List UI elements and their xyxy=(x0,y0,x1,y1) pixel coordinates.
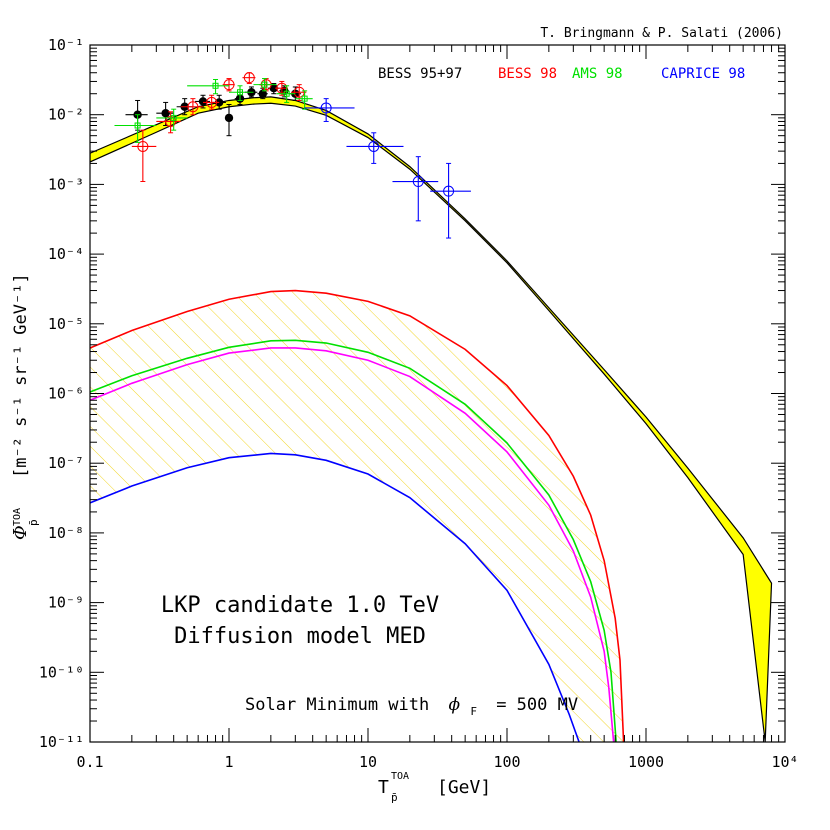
solar-prefix: Solar Minimum with xyxy=(245,695,429,715)
legend-caprice-98: CAPRICE 98 xyxy=(661,66,745,82)
annotation-lkp: LKP candidate 1.0 TeV xyxy=(161,593,439,618)
y-tick-label: 10⁻⁶ xyxy=(48,385,84,403)
svg-text:[GeV]: [GeV] xyxy=(437,777,491,798)
data-point-blue xyxy=(392,156,439,222)
svg-text:TOA: TOA xyxy=(391,771,409,782)
svg-text:[m⁻² s⁻¹ sr⁻¹ GeV⁻¹]: [m⁻² s⁻¹ sr⁻¹ GeV⁻¹] xyxy=(11,273,31,478)
x-tick-label: 1000 xyxy=(628,753,664,771)
x-axis-label: T TOA p̄ [GeV] xyxy=(378,771,491,804)
y-tick-label: 10⁻¹⁰ xyxy=(39,663,84,681)
data-point-green xyxy=(276,85,296,103)
y-tick-label: 10⁻⁴ xyxy=(48,245,84,263)
svg-text:Solar Minimum with ϕ: Solar Minimum with ϕ F = 500 MV xyxy=(245,695,578,720)
signal-curves xyxy=(90,289,625,742)
solar-phi: ϕ xyxy=(448,695,460,715)
svg-text:T: T xyxy=(378,777,389,798)
svg-text:p̄: p̄ xyxy=(391,791,398,804)
legend-bess-95-97: BESS 95+97 xyxy=(378,66,462,82)
data-point-red xyxy=(131,129,157,183)
solar-sub: F xyxy=(470,705,477,718)
annotation-solar: Solar Minimum with ϕ F = 500 MV xyxy=(245,695,578,720)
x-tick-label: 0.1 xyxy=(76,753,103,771)
series-line-1 xyxy=(90,339,617,742)
y-tick-label: 10⁻¹¹ xyxy=(39,733,84,751)
x-tick-label: 10 xyxy=(359,753,377,771)
y-tick-label: 10⁻⁸ xyxy=(48,524,84,542)
legend-ams-98: AMS 98 xyxy=(572,66,623,82)
data-point-green xyxy=(295,90,313,110)
y-tick-label: 10⁻³ xyxy=(48,175,84,193)
axis-tick-labels: 0.1 1 10 100 1000 10⁴ 10⁻¹ 10⁻² 10⁻³ 10⁻⁴ 10⁻⁵ 10⁻⁶… xyxy=(39,36,799,771)
y-tick-label: 10⁻¹ xyxy=(48,36,84,54)
data-point-blue xyxy=(430,162,471,239)
data-point-green xyxy=(187,78,229,95)
data-point-red xyxy=(291,84,307,101)
data-point-green xyxy=(253,78,277,92)
data-point-black xyxy=(195,94,211,109)
signal-hatched-band xyxy=(90,290,624,742)
legend: BESS 95+97 BESS 98 AMS 98 CAPRICE 98 xyxy=(378,66,745,82)
y-tick-label: 10⁻⁹ xyxy=(48,594,84,612)
svg-text:TOA: TOA xyxy=(12,508,23,526)
y-tick-label: 10⁻² xyxy=(48,106,84,124)
x-tick-label: 100 xyxy=(493,753,520,771)
data-point-blue xyxy=(304,98,355,122)
series-line-2 xyxy=(90,347,615,742)
series-line-0 xyxy=(90,289,625,742)
data-point-black xyxy=(257,87,268,100)
y-tick-label: 10⁻⁷ xyxy=(48,454,84,472)
axis-ticks xyxy=(89,44,786,743)
svg-text:Φ: Φ xyxy=(10,525,31,540)
x-tick-label: 1 xyxy=(224,753,233,771)
data-point-red xyxy=(156,111,181,134)
y-tick-label: 10⁻⁵ xyxy=(48,315,84,333)
data-point-green xyxy=(156,108,188,131)
data-point-red xyxy=(222,78,235,92)
y-axis-label: Φ TOA p̄ [m⁻² s⁻¹ sr⁻¹ GeV⁻¹] xyxy=(10,273,40,540)
data-point-red xyxy=(180,98,203,116)
plot-area xyxy=(90,72,773,742)
data-point-blue xyxy=(346,132,404,164)
data-point-green xyxy=(229,85,254,101)
svg-text:p̄: p̄ xyxy=(27,519,40,526)
data-point-green xyxy=(114,114,157,143)
series-line-3 xyxy=(90,452,580,742)
data-point-red xyxy=(242,72,256,85)
data-points xyxy=(114,72,471,239)
data-point-black xyxy=(224,104,234,137)
x-tick-label: 10⁴ xyxy=(771,753,798,771)
data-point-red xyxy=(202,94,220,110)
solar-value: = 500 MV xyxy=(496,695,578,715)
legend-bess-98: BESS 98 xyxy=(498,66,557,82)
annotation-model: Diffusion model MED xyxy=(174,624,426,649)
credit-text: T. Bringmann & P. Salati (2006) xyxy=(540,26,783,41)
